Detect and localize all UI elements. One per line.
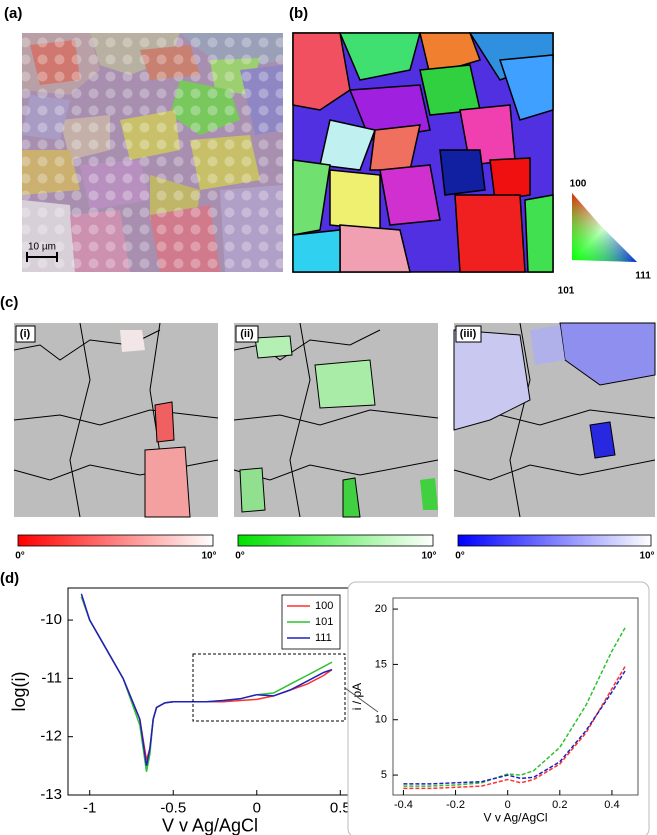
ipf-label: 100 <box>570 179 587 190</box>
colorbar-min-label: 0° <box>15 551 25 562</box>
micrograph-a: 10 µm <box>22 33 283 272</box>
x-tick-label: 0.5 <box>330 799 351 816</box>
colorbars: 0° 10° 0° 10° 0° 10° <box>15 534 655 562</box>
y-axis-label: log(i) <box>9 671 29 711</box>
plot-area <box>392 597 639 796</box>
x-tick-label: -0.4 <box>394 799 413 811</box>
series-line <box>80 593 333 766</box>
panel-label: (d) <box>0 570 19 587</box>
legend-label: 111 <box>315 632 332 644</box>
x-axis-label: V v Ag/AgCl <box>162 815 258 835</box>
legend-label: 100 <box>315 600 333 612</box>
colorbar-max-label: 10° <box>421 551 436 562</box>
x-tick-label: 0.4 <box>604 799 619 811</box>
y-tick-label: 20 <box>375 603 387 615</box>
panel-label: (a) <box>4 5 22 22</box>
x-tick-label: -1 <box>83 799 96 816</box>
series-line <box>403 670 626 785</box>
colorbar-min-label: 0° <box>455 551 465 562</box>
x-tick-label: 0.2 <box>552 799 567 811</box>
sub-label: (ii) <box>240 328 254 340</box>
sub-label: (iii) <box>460 328 477 340</box>
zoom-box <box>192 653 346 722</box>
y-tick-label: 15 <box>375 658 387 670</box>
map-c-ii: (ii) <box>233 322 439 518</box>
ipf-label: 101 <box>558 286 575 297</box>
zoom-connector <box>344 687 379 713</box>
y-tick-label: 10 <box>375 714 387 726</box>
colorbar <box>457 534 652 547</box>
x-tick-label: 0 <box>505 799 511 811</box>
colorbar-max-label: 10° <box>639 551 654 562</box>
map-c-i: (i) <box>13 322 219 518</box>
colorbar <box>237 534 434 547</box>
legend <box>281 594 341 650</box>
scale-bar-label: 10 µm <box>28 242 56 253</box>
ebsd-map-b <box>292 32 554 273</box>
y-tick-label: -12 <box>40 728 62 745</box>
x-axis-label: V v Ag/AgCl <box>483 810 547 824</box>
panel-label: (c) <box>0 294 18 311</box>
colorbar <box>17 534 214 547</box>
y-tick-label: -13 <box>40 786 62 803</box>
x-tick-label: -0.5 <box>160 799 186 816</box>
panel-label: (b) <box>289 5 308 22</box>
ipf-key-overlay <box>572 193 637 262</box>
y-tick-label: -10 <box>40 611 62 628</box>
chart-panel <box>347 581 650 835</box>
colorbar-max-label: 10° <box>201 551 216 562</box>
colorbar-min-label: 0° <box>235 551 245 562</box>
map-c-iii: (iii) <box>453 322 656 518</box>
y-tick-label: 5 <box>381 769 387 781</box>
x-tick-label: 0 <box>253 799 261 816</box>
x-tick-label: -0.2 <box>446 799 465 811</box>
y-tick-label: -11 <box>41 669 62 686</box>
charts: -1 -0.5 0 0.5 -13 -12 -11 -10 V v Ag/AgCl log(i) 1… <box>9 581 650 835</box>
ipf-label: 111 <box>635 271 651 282</box>
series-line <box>403 627 626 787</box>
sub-label: (i) <box>20 328 31 340</box>
legend-label: 101 <box>315 616 333 628</box>
